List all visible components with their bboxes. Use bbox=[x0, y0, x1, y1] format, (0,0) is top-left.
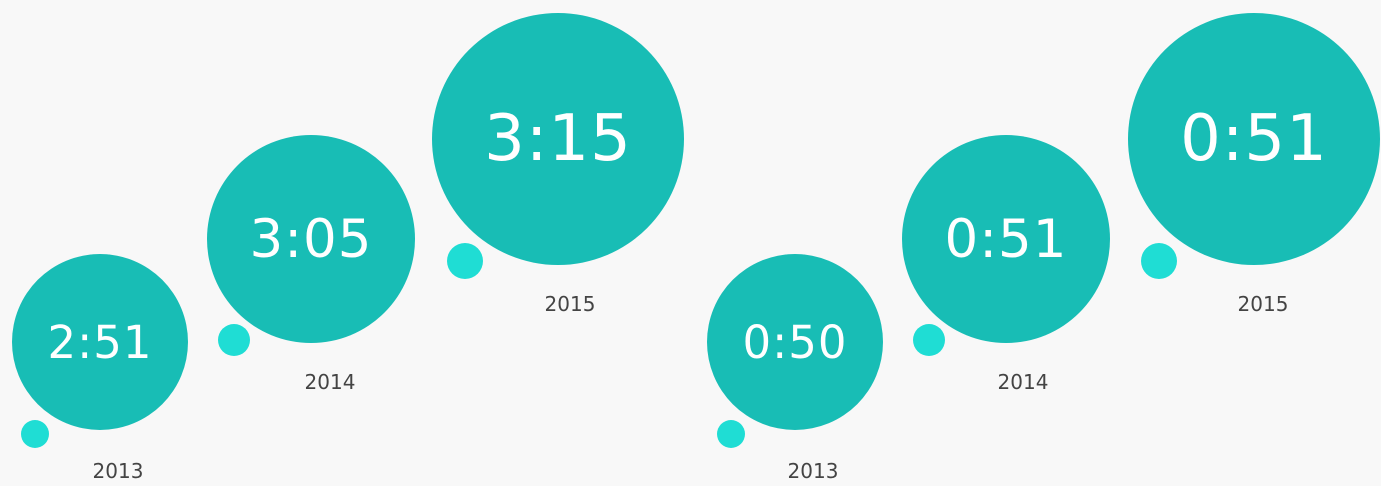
year-label-2014: 2014 bbox=[997, 370, 1049, 394]
marker-dot-2013 bbox=[21, 420, 49, 448]
left-bubble-chart: 2:51 2013 3:05 2014 3:15 2015 bbox=[0, 0, 690, 486]
bubble-2013: 0:50 bbox=[707, 254, 883, 430]
year-label-2013: 2013 bbox=[787, 459, 839, 483]
year-label-2015: 2015 bbox=[1237, 292, 1289, 316]
bubble-2015: 3:15 bbox=[432, 13, 684, 265]
bubble-2014: 0:51 bbox=[902, 135, 1110, 343]
bubble-2013: 2:51 bbox=[12, 254, 188, 430]
marker-dot-2014 bbox=[913, 324, 945, 356]
bubble-2015: 0:51 bbox=[1128, 13, 1380, 265]
year-label-2013: 2013 bbox=[92, 459, 144, 483]
marker-dot-2015 bbox=[447, 243, 483, 279]
marker-dot-2013 bbox=[717, 420, 745, 448]
year-label-2014: 2014 bbox=[304, 370, 356, 394]
bubble-2014: 3:05 bbox=[207, 135, 415, 343]
marker-dot-2015 bbox=[1141, 243, 1177, 279]
marker-dot-2014 bbox=[218, 324, 250, 356]
right-bubble-chart: 0:50 2013 0:51 2014 0:51 2015 bbox=[695, 0, 1381, 486]
year-label-2015: 2015 bbox=[544, 292, 596, 316]
